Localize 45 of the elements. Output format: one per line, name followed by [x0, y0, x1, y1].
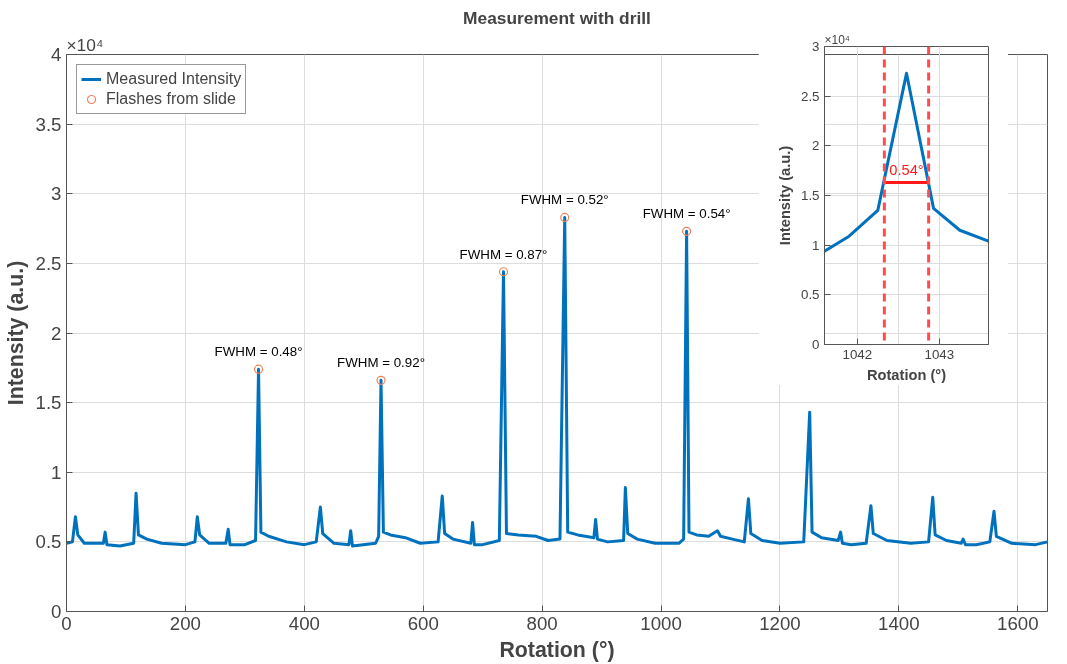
- y-tick-label: 2: [812, 138, 820, 154]
- y-tick-label: 2.5: [800, 88, 820, 104]
- legend-label: Flashes from slide: [106, 90, 236, 108]
- x-tick-label: 400: [288, 612, 320, 634]
- text: ×10⁴: [824, 32, 851, 47]
- x-tick-label: 600: [407, 612, 439, 634]
- point: [560, 212, 570, 223]
- y-axis-title: Intensity (a.u.): [776, 145, 793, 246]
- x-tick-label: 200: [169, 612, 201, 634]
- x-axis-title: Rotation (°): [499, 637, 615, 662]
- y-tick-label: 1: [812, 237, 820, 253]
- y-tick-label: 2: [51, 322, 62, 344]
- y-tick-label: 0.5: [35, 531, 62, 553]
- y-tick-label: 4: [51, 44, 62, 65]
- y-tick-label: 3: [812, 39, 820, 54]
- y-axis-title: Intensity (a.u.): [3, 260, 28, 406]
- point: [376, 375, 386, 385]
- y-tick-label: 3.5: [35, 113, 62, 135]
- text: ×10⁴: [66, 34, 104, 55]
- x-tick-label: 1042: [842, 346, 873, 362]
- chart-title: Measurement with drill: [463, 7, 651, 28]
- line-series: [824, 71, 989, 253]
- x-tick-label: 1000: [640, 612, 682, 634]
- x-tick-label: 1043: [924, 346, 955, 362]
- x-axis-title: Rotation (°): [866, 366, 947, 383]
- annotation: 0.54°: [889, 161, 924, 178]
- annotation: FWHM = 0.54°: [642, 206, 731, 222]
- x-tick-label: 1400: [878, 612, 920, 634]
- point: [682, 226, 692, 236]
- y-tick-label: 3: [51, 183, 62, 205]
- point: [498, 267, 509, 277]
- y-tick-label: 1: [51, 461, 62, 483]
- annotation: FWHM = 0.92°: [337, 355, 425, 371]
- y-tick-label: 2.5: [35, 252, 62, 274]
- y-tick-label: 1.5: [35, 392, 62, 414]
- point: [253, 364, 264, 374]
- y-tick-label: 0.5: [800, 287, 820, 303]
- legend-label: Measured Intensity: [106, 70, 242, 88]
- annotation: FWHM = 0.52°: [520, 192, 609, 208]
- x-tick-label: 800: [526, 612, 558, 634]
- x-tick-label: 1600: [997, 612, 1039, 634]
- annotation: FWHM = 0.87°: [459, 246, 548, 262]
- x-tick-label: 1200: [759, 612, 801, 634]
- annotation: FWHM = 0.48°: [214, 344, 303, 360]
- y-tick-label: 1.5: [800, 188, 820, 203]
